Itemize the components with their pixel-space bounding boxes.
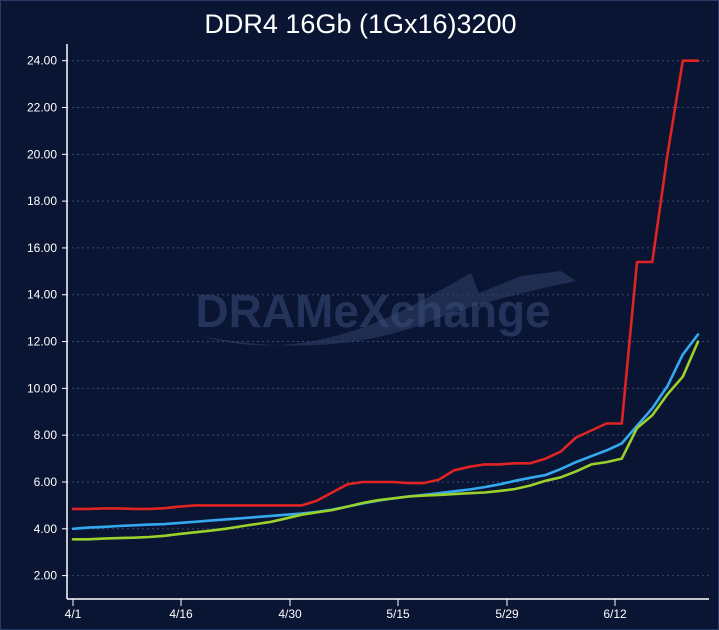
y-tick-label: 4.00 — [34, 522, 58, 536]
x-tick-label: 6/12 — [603, 607, 627, 621]
y-tick-label: 12.00 — [27, 335, 57, 349]
y-tick-label: 20.00 — [27, 147, 57, 161]
series-line-3 — [71, 340, 700, 541]
x-tick-label: 4/16 — [169, 607, 193, 621]
y-tick-label: 6.00 — [34, 475, 58, 489]
y-tick-label: 16.00 — [27, 241, 57, 255]
y-tick-label: 18.00 — [27, 194, 57, 208]
series-line-1 — [71, 59, 700, 511]
watermark-text: DRAMeXchange — [195, 285, 550, 337]
x-tick-label: 4/30 — [278, 607, 302, 621]
x-tick-label: 5/15 — [386, 607, 410, 621]
watermark-swoosh — [201, 271, 576, 346]
x-tick-label: 4/1 — [65, 607, 82, 621]
watermark: DRAMeXchange — [195, 271, 576, 346]
y-tick-label: 14.00 — [27, 288, 57, 302]
y-tick-label: 8.00 — [34, 428, 58, 442]
chart-title: DDR4 16Gb (1Gx16)3200 — [204, 9, 517, 39]
y-tick-label: 2.00 — [34, 569, 58, 583]
y-tick-label: 24.00 — [27, 54, 57, 68]
y-tick-label: 22.00 — [27, 101, 57, 115]
x-tick-label: 5/29 — [495, 607, 519, 621]
y-tick-label: 10.00 — [27, 381, 57, 395]
